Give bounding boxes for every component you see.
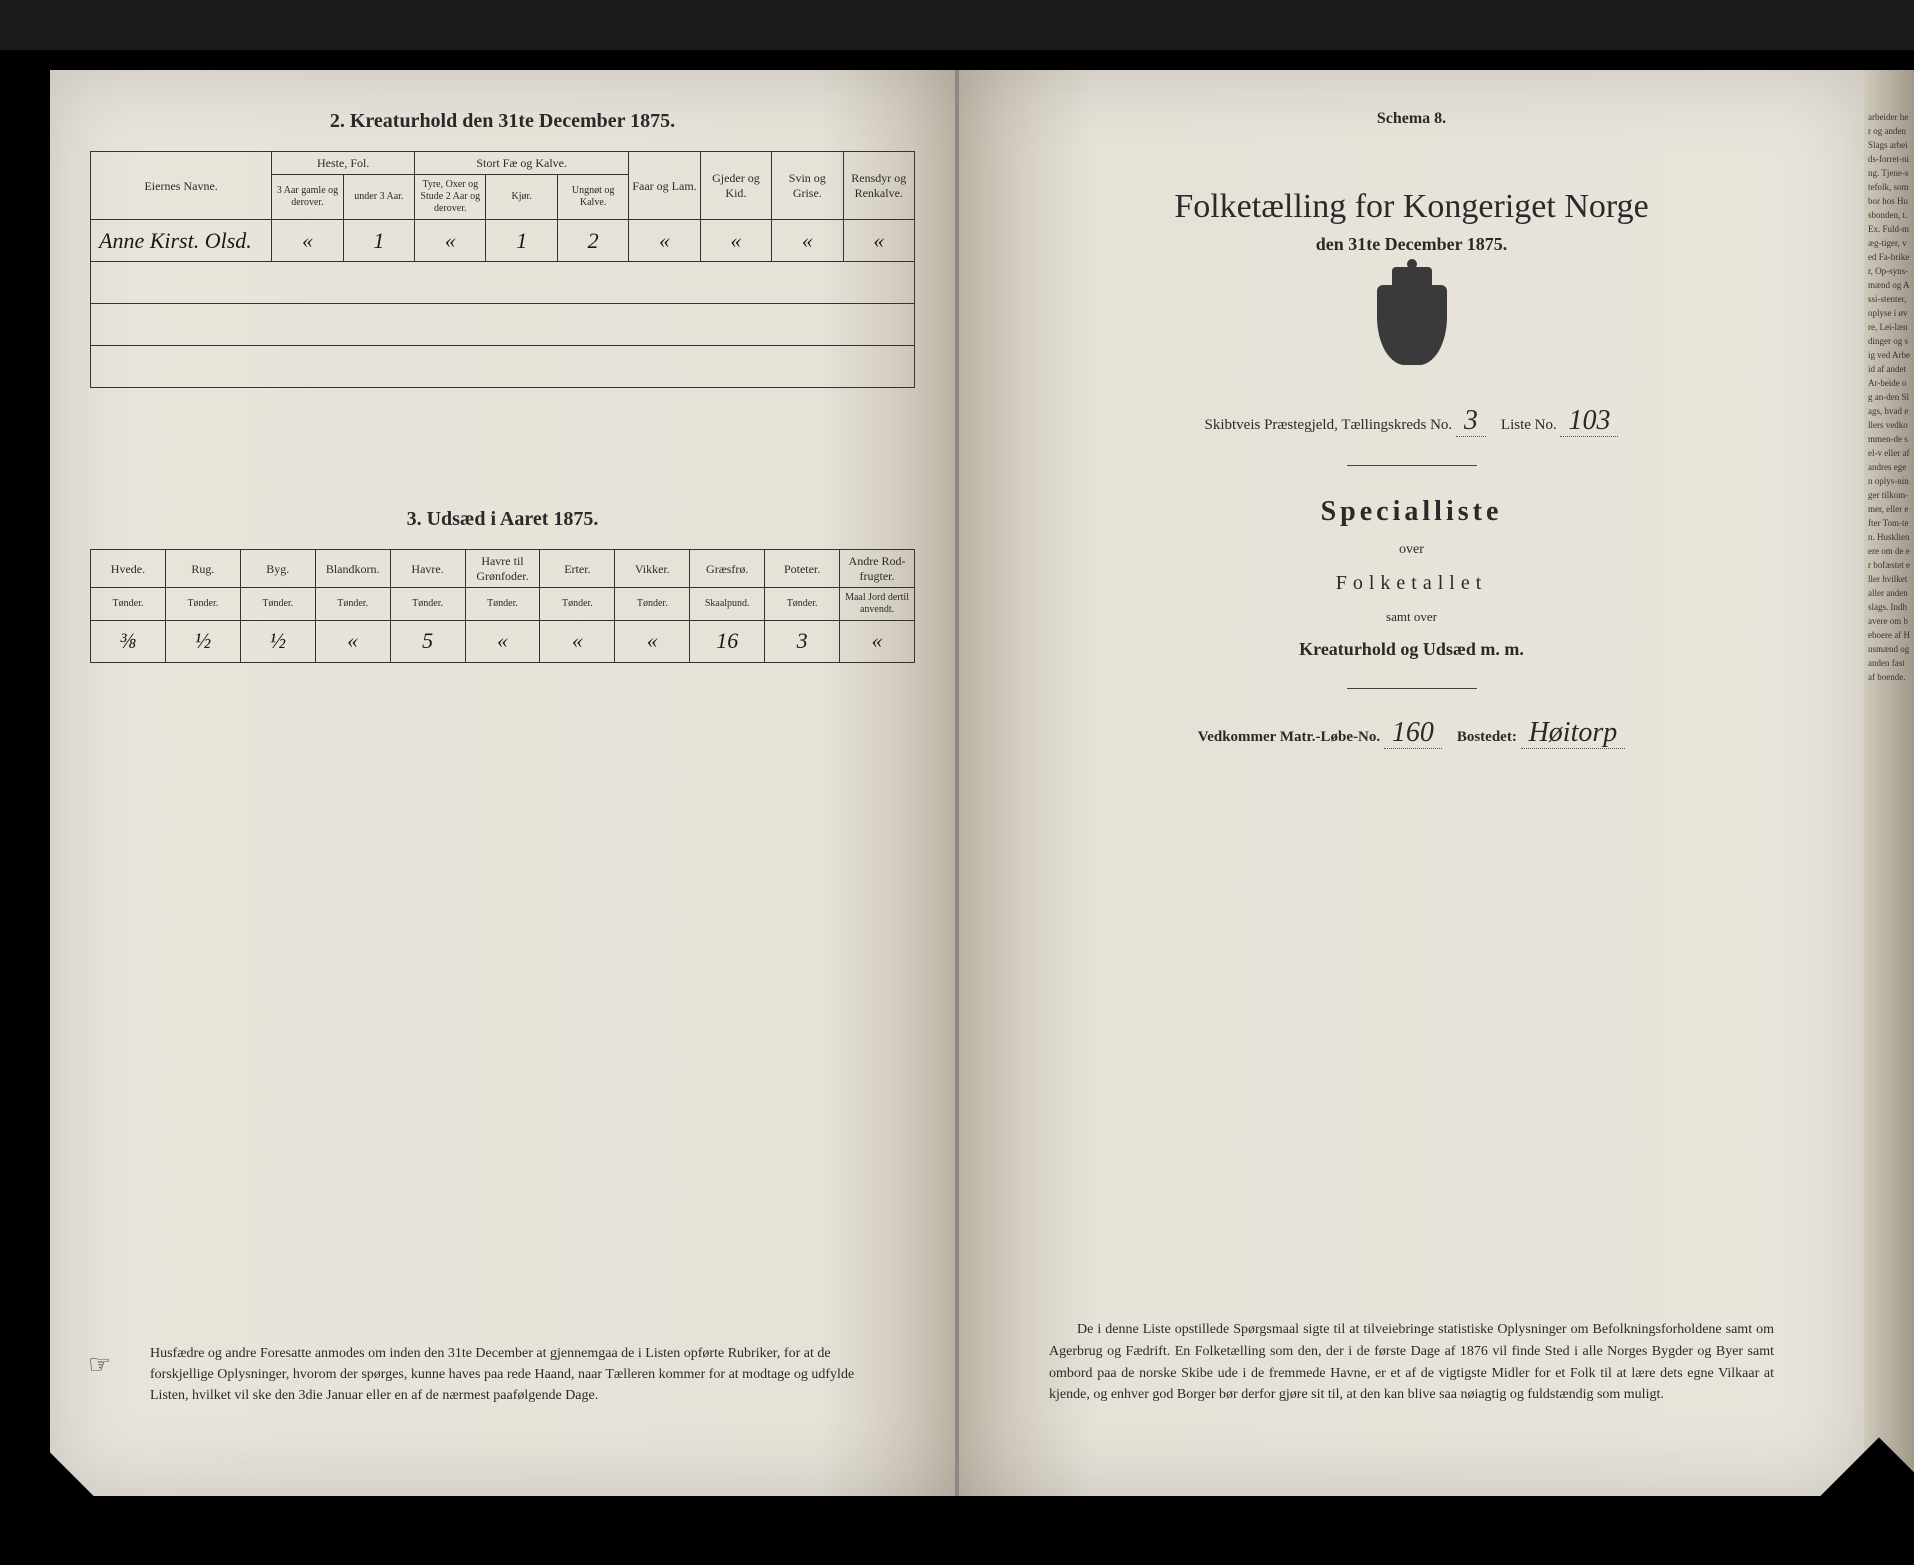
spec-samt: samt over [999, 609, 1824, 625]
th-owner: Eiernes Navne. [91, 152, 272, 220]
th-vikker: Vikker. [615, 550, 690, 588]
u-erter: Tønder. [540, 588, 615, 621]
bosted-name: Høitorp [1521, 717, 1626, 749]
th-hvede: Hvede. [91, 550, 166, 588]
seed-table: Hvede. Rug. Byg. Blandkorn. Havre. Havre… [90, 549, 915, 663]
c-poteter: 3 [765, 621, 840, 663]
place-line: Vedkommer Matr.-Løbe-No. 160 Bostedet: H… [999, 717, 1824, 749]
c-bland: « [315, 621, 390, 663]
u-rug: Tønder. [165, 588, 240, 621]
c-erter: « [540, 621, 615, 663]
bosted-label: Bostedet: [1457, 729, 1517, 745]
cell-cc: 2 [557, 220, 628, 262]
u-bland: Tønder. [315, 588, 390, 621]
book-spread: 2. Kreaturhold den 31te December 1875. E… [50, 70, 1864, 1496]
footnote-text: Husfædre og andre Foresatte anmodes om i… [150, 1346, 854, 1403]
parish-label: Skibtveis Præstegjeld, Tællingskreds No. [1205, 417, 1453, 433]
th-goats: Gjeder og Kid. [700, 152, 771, 220]
th-cattle-a: Tyre, Oxer og Stude 2 Aar og derover. [415, 175, 486, 220]
cell-pigs: « [772, 220, 843, 262]
cell-ca: « [415, 220, 486, 262]
cell-ha: « [272, 220, 343, 262]
left-footnote: ☞ Husfædre og andre Foresatte anmodes om… [150, 1343, 885, 1406]
th-rug: Rug. [165, 550, 240, 588]
th-cattle-b: Kjør. [486, 175, 557, 220]
c-byg: ½ [240, 621, 315, 663]
matr-no: 160 [1384, 717, 1442, 749]
th-horses: Heste, Fol. [272, 152, 415, 175]
seed-row: ⅜ ½ ½ « 5 « « « 16 3 « [91, 621, 915, 663]
th-byg: Byg. [240, 550, 315, 588]
specialliste-title: Specialliste [999, 496, 1824, 528]
cell-reindeer: « [843, 220, 914, 262]
c-vikker: « [615, 621, 690, 663]
th-sheep: Faar og Lam. [629, 152, 700, 220]
schema-label: Schema 8. [999, 110, 1824, 128]
c-graes: 16 [690, 621, 765, 663]
cell-hb: 1 [343, 220, 414, 262]
u-havre-g: Tønder. [465, 588, 540, 621]
census-date: den 31te December 1875. [999, 234, 1824, 255]
th-cattle: Stort Fæ og Kalve. [415, 152, 629, 175]
right-bottom-paragraph: De i denne Liste opstillede Spørgsmaal s… [1049, 1319, 1774, 1406]
th-poteter: Poteter. [765, 550, 840, 588]
livestock-table: Eiernes Navne. Heste, Fol. Stort Fæ og K… [90, 151, 915, 388]
th-pigs: Svin og Grise. [772, 152, 843, 220]
kreds-no: 3 [1456, 405, 1486, 437]
c-hvede: ⅜ [91, 621, 166, 663]
section2-title: 2. Kreaturhold den 31te December 1875. [90, 110, 915, 133]
matr-label: Vedkommer Matr.-Løbe-No. [1198, 729, 1380, 745]
u-poteter: Tønder. [765, 588, 840, 621]
th-horses-b: under 3 Aar. [343, 175, 414, 220]
census-main-title: Folketælling for Kongeriget Norge [999, 188, 1824, 226]
left-page: 2. Kreaturhold den 31te December 1875. E… [50, 70, 959, 1496]
scanner-top-bar [0, 0, 1914, 50]
empty-row [91, 262, 915, 304]
th-graes: Græsfrø. [690, 550, 765, 588]
th-horses-a: 3 Aar gamle og derover. [272, 175, 343, 220]
livestock-row: Anne Kirst. Olsd. « 1 « 1 2 « « « « [91, 220, 915, 262]
divider [1347, 688, 1477, 689]
u-vikker: Tønder. [615, 588, 690, 621]
c-havre: 5 [390, 621, 465, 663]
th-havre: Havre. [390, 550, 465, 588]
pointing-hand-icon: ☞ [88, 1345, 111, 1384]
u-andre: Maal Jord dertil anvendt. [840, 588, 915, 621]
u-havre: Tønder. [390, 588, 465, 621]
next-page-edge: arbeider her og anden Slags arbeids-forr… [1864, 70, 1914, 1496]
th-havre-g: Havre til Grønfoder. [465, 550, 540, 588]
spec-folketallet: Folketallet [999, 572, 1824, 595]
spec-kreaturhold: Kreaturhold og Udsæd m. m. [999, 639, 1824, 660]
spec-over: over [999, 542, 1824, 558]
th-andre: Andre Rod-frugter. [840, 550, 915, 588]
cell-goats: « [700, 220, 771, 262]
th-bland: Blandkorn. [315, 550, 390, 588]
right-page: Schema 8. Folketælling for Kongeriget No… [959, 70, 1864, 1496]
c-havre-g: « [465, 621, 540, 663]
c-andre: « [840, 621, 915, 663]
parish-line: Skibtveis Præstegjeld, Tællingskreds No.… [999, 405, 1824, 437]
section3-title: 3. Udsæd i Aaret 1875. [90, 508, 915, 531]
cell-cb: 1 [486, 220, 557, 262]
liste-no: 103 [1560, 405, 1618, 437]
liste-label: Liste No. [1501, 417, 1557, 433]
th-erter: Erter. [540, 550, 615, 588]
divider [1347, 465, 1477, 466]
c-rug: ½ [165, 621, 240, 663]
empty-row [91, 346, 915, 388]
empty-row [91, 304, 915, 346]
u-byg: Tønder. [240, 588, 315, 621]
th-cattle-c: Ungnøt og Kalve. [557, 175, 628, 220]
u-hvede: Tønder. [91, 588, 166, 621]
edge-text: arbeider her og anden Slags arbeids-forr… [1864, 70, 1914, 724]
th-reindeer: Rensdyr og Renkalve. [843, 152, 914, 220]
cell-sheep: « [629, 220, 700, 262]
coat-of-arms-icon [1372, 285, 1452, 385]
u-graes: Skaalpund. [690, 588, 765, 621]
cell-owner: Anne Kirst. Olsd. [91, 220, 272, 262]
